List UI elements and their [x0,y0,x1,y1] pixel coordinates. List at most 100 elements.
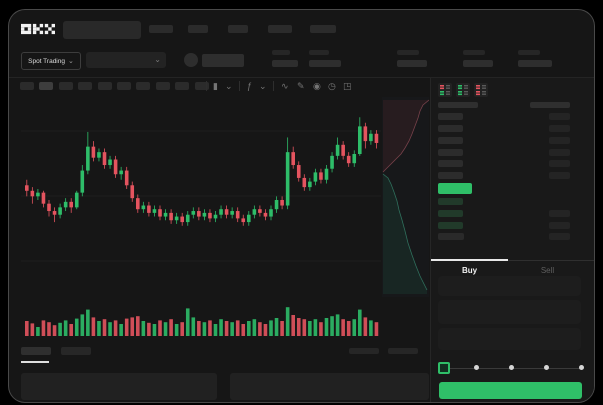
candle [58,207,62,215]
indicator-icon[interactable]: ƒ [247,81,253,91]
candle [324,168,329,180]
ask-price-placeholder[interactable] [438,113,463,120]
candle [369,133,373,142]
last-price-highlight [438,183,472,194]
slider-stop[interactable] [579,365,584,370]
candle [219,209,223,215]
bottom-panel-placeholder [230,373,429,400]
bottom-right-placeholder[interactable] [388,348,418,354]
candle [80,170,85,193]
pair-selector[interactable]: ⌄ [86,52,166,68]
ask-price-placeholder[interactable] [438,160,463,167]
chevron-down-icon[interactable]: ⌄ [259,81,267,91]
candle [346,155,351,164]
candle [263,212,268,217]
tab-sell[interactable]: Sell [540,266,555,275]
pencil-icon[interactable]: ✎ [297,81,305,91]
candle [113,159,118,175]
amount-slider-handle[interactable] [438,362,450,374]
candle [363,126,368,142]
candle [241,218,246,223]
toolbar-divider [239,81,240,91]
slider-stop[interactable] [509,365,514,370]
candle [41,192,46,204]
candle [124,170,129,186]
bottom-right-placeholder[interactable] [349,348,379,354]
timeframe-button[interactable] [39,82,54,90]
bid-price-placeholder[interactable] [438,233,464,240]
ask-price-placeholder[interactable] [438,137,463,144]
trade-input-placeholder[interactable] [438,328,581,350]
timeframe-button[interactable] [20,82,34,90]
wave-icon[interactable]: ∿ [281,81,289,91]
nav-item-placeholder[interactable] [310,25,336,33]
candle [197,211,201,217]
timeframe-button[interactable] [117,82,131,90]
trade-input-placeholder[interactable] [438,300,581,324]
search-input[interactable] [63,21,141,39]
ask-amount-placeholder [549,172,570,179]
candle [269,209,273,217]
book-asks-icon[interactable] [474,83,488,97]
timeframe-button[interactable] [194,82,209,90]
candle [47,203,51,212]
depth-chart [382,97,429,297]
timeframe-button[interactable] [97,82,112,90]
candle [180,216,184,223]
timeframe-button[interactable] [175,82,190,90]
slider-stop[interactable] [544,365,549,370]
ask-price-placeholder[interactable] [438,172,463,179]
candles-icon[interactable]: ▮ [213,81,218,91]
buy-submit-button[interactable] [439,382,582,399]
stat-label-placeholder [309,50,329,55]
nav-item-placeholder[interactable] [188,25,208,33]
candle [374,133,379,143]
ask-amount-placeholder [549,113,570,120]
candle [119,170,123,175]
ask-amount-placeholder [549,160,570,167]
camera-icon[interactable]: ◉ [313,81,321,91]
candle [102,152,107,166]
app-window: Spot Trading ⌄ ⌄ Buy Sell ▮ ⌄ ƒ ⌄ ∿ ✎ ◉ ◷ ◳ [8,9,595,403]
nav-item-placeholder[interactable] [228,25,248,33]
candle [280,200,284,206]
bottom-tab-placeholder[interactable] [21,347,51,355]
book-bids-icon[interactable] [456,83,470,97]
bid-price-placeholder[interactable] [438,198,463,205]
candle [252,209,257,215]
stat-label-placeholder [518,50,540,55]
slider-stop[interactable] [474,365,479,370]
stat-value-placeholder [463,60,493,67]
candle [308,181,312,188]
tab-buy[interactable]: Buy [461,266,478,275]
ask-price-placeholder[interactable] [438,149,463,156]
bottom-tab-placeholder[interactable] [61,347,91,355]
fullscreen-icon[interactable]: ◳ [343,81,352,91]
chevron-down-icon: ⌄ [154,55,161,64]
nav-item-placeholder[interactable] [268,25,292,33]
candle [235,211,240,219]
candle [352,154,357,164]
okx-logo [21,23,55,35]
candle [191,211,196,215]
chevron-down-icon[interactable]: ⌄ [225,81,233,91]
bid-price-placeholder[interactable] [438,210,463,217]
stat-label-placeholder [463,50,485,55]
candle [169,212,173,221]
book-all-icon[interactable] [438,83,452,97]
market-type-selector[interactable]: Spot Trading ⌄ [21,52,81,70]
nav-item-placeholder[interactable] [149,25,173,33]
timeframe-button[interactable] [155,82,170,90]
candle [258,209,262,213]
ask-amount-placeholder [549,137,570,144]
ask-price-placeholder[interactable] [438,125,463,132]
candle [330,155,334,169]
candle [25,185,29,191]
history-icon[interactable]: ◷ [328,81,336,91]
bid-price-placeholder[interactable] [438,222,463,229]
timeframe-button[interactable] [58,82,73,90]
candle [74,192,79,208]
timeframe-button[interactable] [136,82,151,90]
timeframe-button[interactable] [78,82,93,90]
trade-input-placeholder[interactable] [438,276,581,296]
